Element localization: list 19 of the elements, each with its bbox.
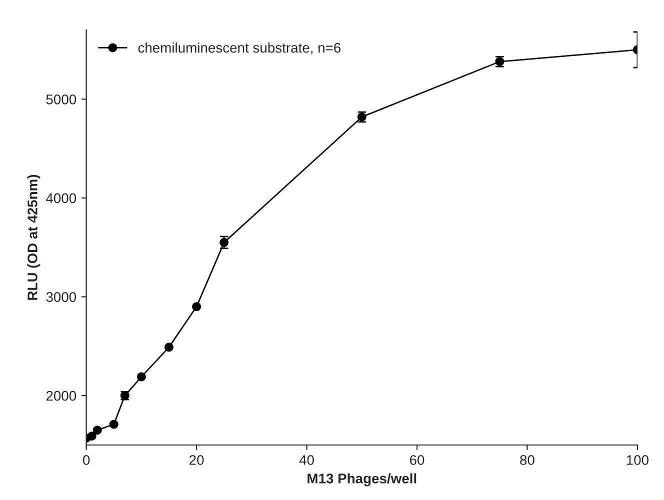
point — [136, 372, 146, 382]
x-tick-label: 40 — [299, 455, 314, 465]
y-axis-title: RLU (OD at 425nm) — [27, 174, 40, 300]
point — [92, 426, 102, 435]
point — [164, 342, 174, 352]
legend-label: chemiluminescent substrate, n=6 — [138, 42, 341, 54]
x-tick-label: 80 — [520, 455, 534, 465]
y-tick-label: 5000 — [46, 94, 76, 104]
y-tick-label: 4000 — [46, 193, 76, 204]
x-axis-title: M13 Phages/well — [308, 473, 416, 486]
x-tick-label: 100 — [626, 455, 648, 465]
x-tick-label: 60 — [410, 455, 424, 465]
point — [192, 302, 202, 312]
point — [109, 420, 118, 429]
x-tick-label: 20 — [190, 455, 204, 465]
y-tick-label: 3000 — [46, 292, 76, 302]
x-tick-label: 0 — [83, 455, 90, 465]
point — [87, 432, 96, 441]
y-tick-label: 2000 — [46, 390, 76, 401]
